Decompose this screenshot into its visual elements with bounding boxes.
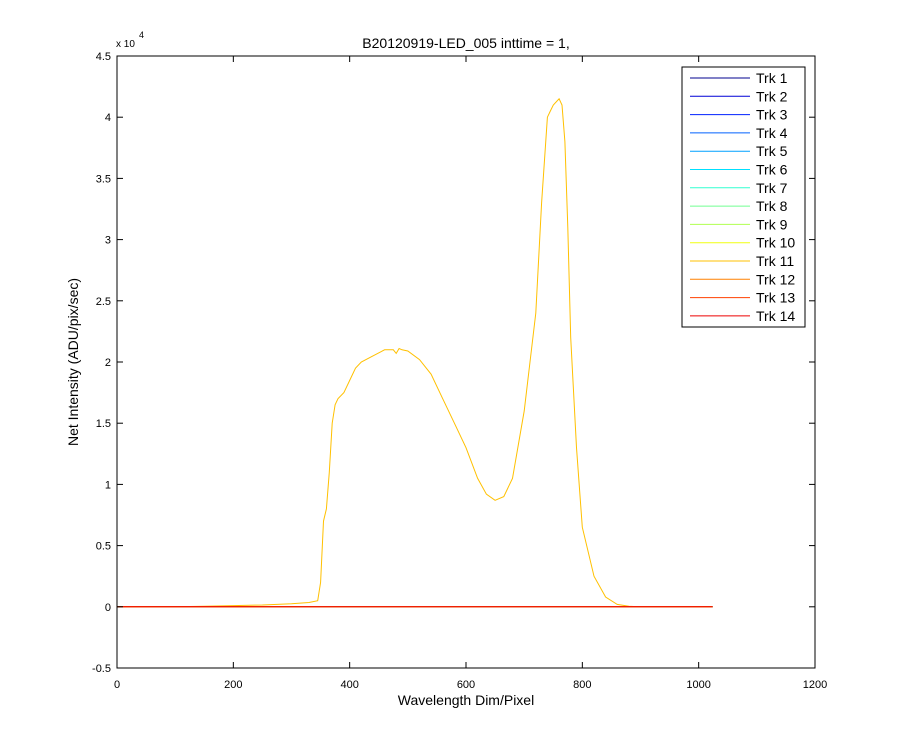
x-tick-label: 0 (114, 679, 120, 691)
y-tick-label: 3 (105, 235, 111, 247)
x-tick-label: 400 (340, 679, 358, 691)
x-tick-label: 1200 (803, 679, 827, 691)
legend: Trk 1 Trk 2 Trk 3 Trk 4 Trk 5 Trk 6 Trk 7 Trk 8… (681, 66, 806, 328)
x-tick-label: 600 (457, 679, 475, 691)
y-tick-label: 0 (105, 602, 111, 614)
y-tick-label: 4 (105, 112, 111, 124)
x-tick-label: 200 (224, 679, 242, 691)
x-tick-label: 800 (573, 679, 591, 691)
legend-label-trk-10: Trk 10 (756, 235, 795, 251)
y-tick-label: 0.5 (96, 541, 111, 553)
legend-label-trk-3: Trk 3 (756, 107, 788, 123)
legend-label-trk-14: Trk 14 (756, 308, 795, 324)
y-tick-label: 2.5 (96, 296, 111, 308)
legend-label-trk-7: Trk 7 (756, 180, 788, 196)
y-tick-label: 2 (105, 357, 111, 369)
ticks-layer: 0 200 400 600 800 1000 1200-0.500.511.522.533.… (92, 51, 827, 691)
chart-title: B20120919-LED_005 inttime = 1, (362, 35, 569, 51)
series-line-trk-11 (117, 97, 713, 608)
y-tick-label: -0.5 (92, 663, 111, 675)
legend-label-trk-4: Trk 4 (756, 125, 788, 141)
legend-box (681, 66, 806, 328)
legend-label-trk-13: Trk 13 (756, 290, 795, 306)
y-tick-label: 3.5 (96, 173, 111, 185)
legend-label-trk-9: Trk 9 (756, 216, 788, 232)
legend-label-trk-11: Trk 11 (756, 253, 794, 269)
y-tick-label: 1.5 (96, 418, 111, 430)
y-axis-label: Net Intensity (ADU/pix/sec) (65, 278, 81, 446)
legend-label-trk-6: Trk 6 (756, 162, 788, 178)
y-exponent-power: 4 (139, 30, 144, 40)
legend-label-trk-5: Trk 5 (756, 143, 788, 159)
legend-label-trk-2: Trk 2 (756, 88, 788, 104)
series-layer (117, 97, 713, 608)
y-tick-label: 4.5 (96, 51, 111, 63)
legend-label-trk-8: Trk 8 (756, 198, 788, 214)
legend-label-trk-12: Trk 12 (756, 271, 795, 287)
x-tick-label: 1000 (686, 679, 710, 691)
legend-label-trk-1: Trk 1 (756, 70, 788, 86)
y-tick-label: 1 (105, 479, 111, 491)
y-exponent-label: x 10 (116, 39, 135, 50)
x-axis-label: Wavelength Dim/Pixel (398, 692, 534, 708)
